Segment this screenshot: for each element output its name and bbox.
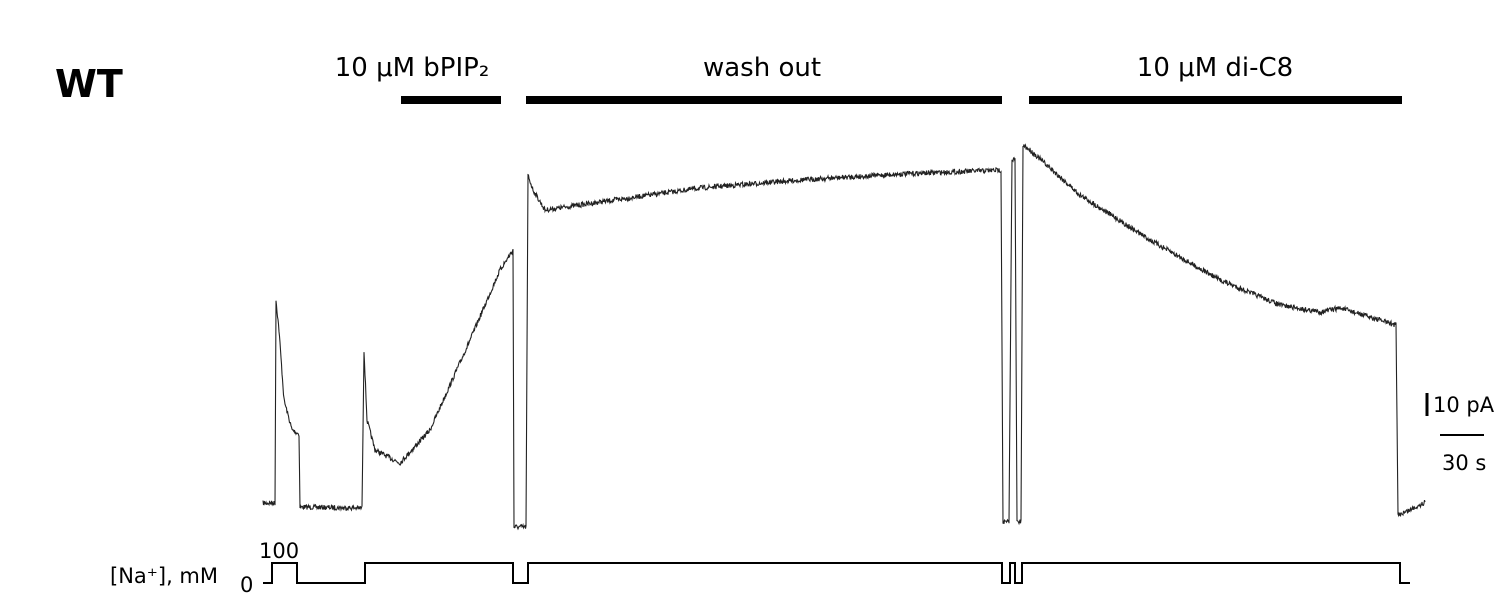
treatment-bar xyxy=(526,96,1002,104)
sodium-trace xyxy=(263,562,1410,584)
sodium-label: [Na⁺], mM xyxy=(110,564,218,588)
time-scale-label: 30 s xyxy=(1442,451,1486,475)
sodium-high: 100 xyxy=(259,539,299,563)
treatment-label: 10 μM bPIP₂ xyxy=(335,53,490,83)
treatment-label: 10 μM di-C8 xyxy=(1137,53,1293,83)
treatment-bar xyxy=(401,96,501,104)
current-scale-label: 10 pA xyxy=(1433,393,1495,417)
panel-label: WT xyxy=(55,62,123,106)
treatment-bar xyxy=(1029,96,1402,104)
treatment-label: wash out xyxy=(703,53,821,83)
sodium-low: 0 xyxy=(240,573,253,597)
current-trace xyxy=(262,143,1426,531)
